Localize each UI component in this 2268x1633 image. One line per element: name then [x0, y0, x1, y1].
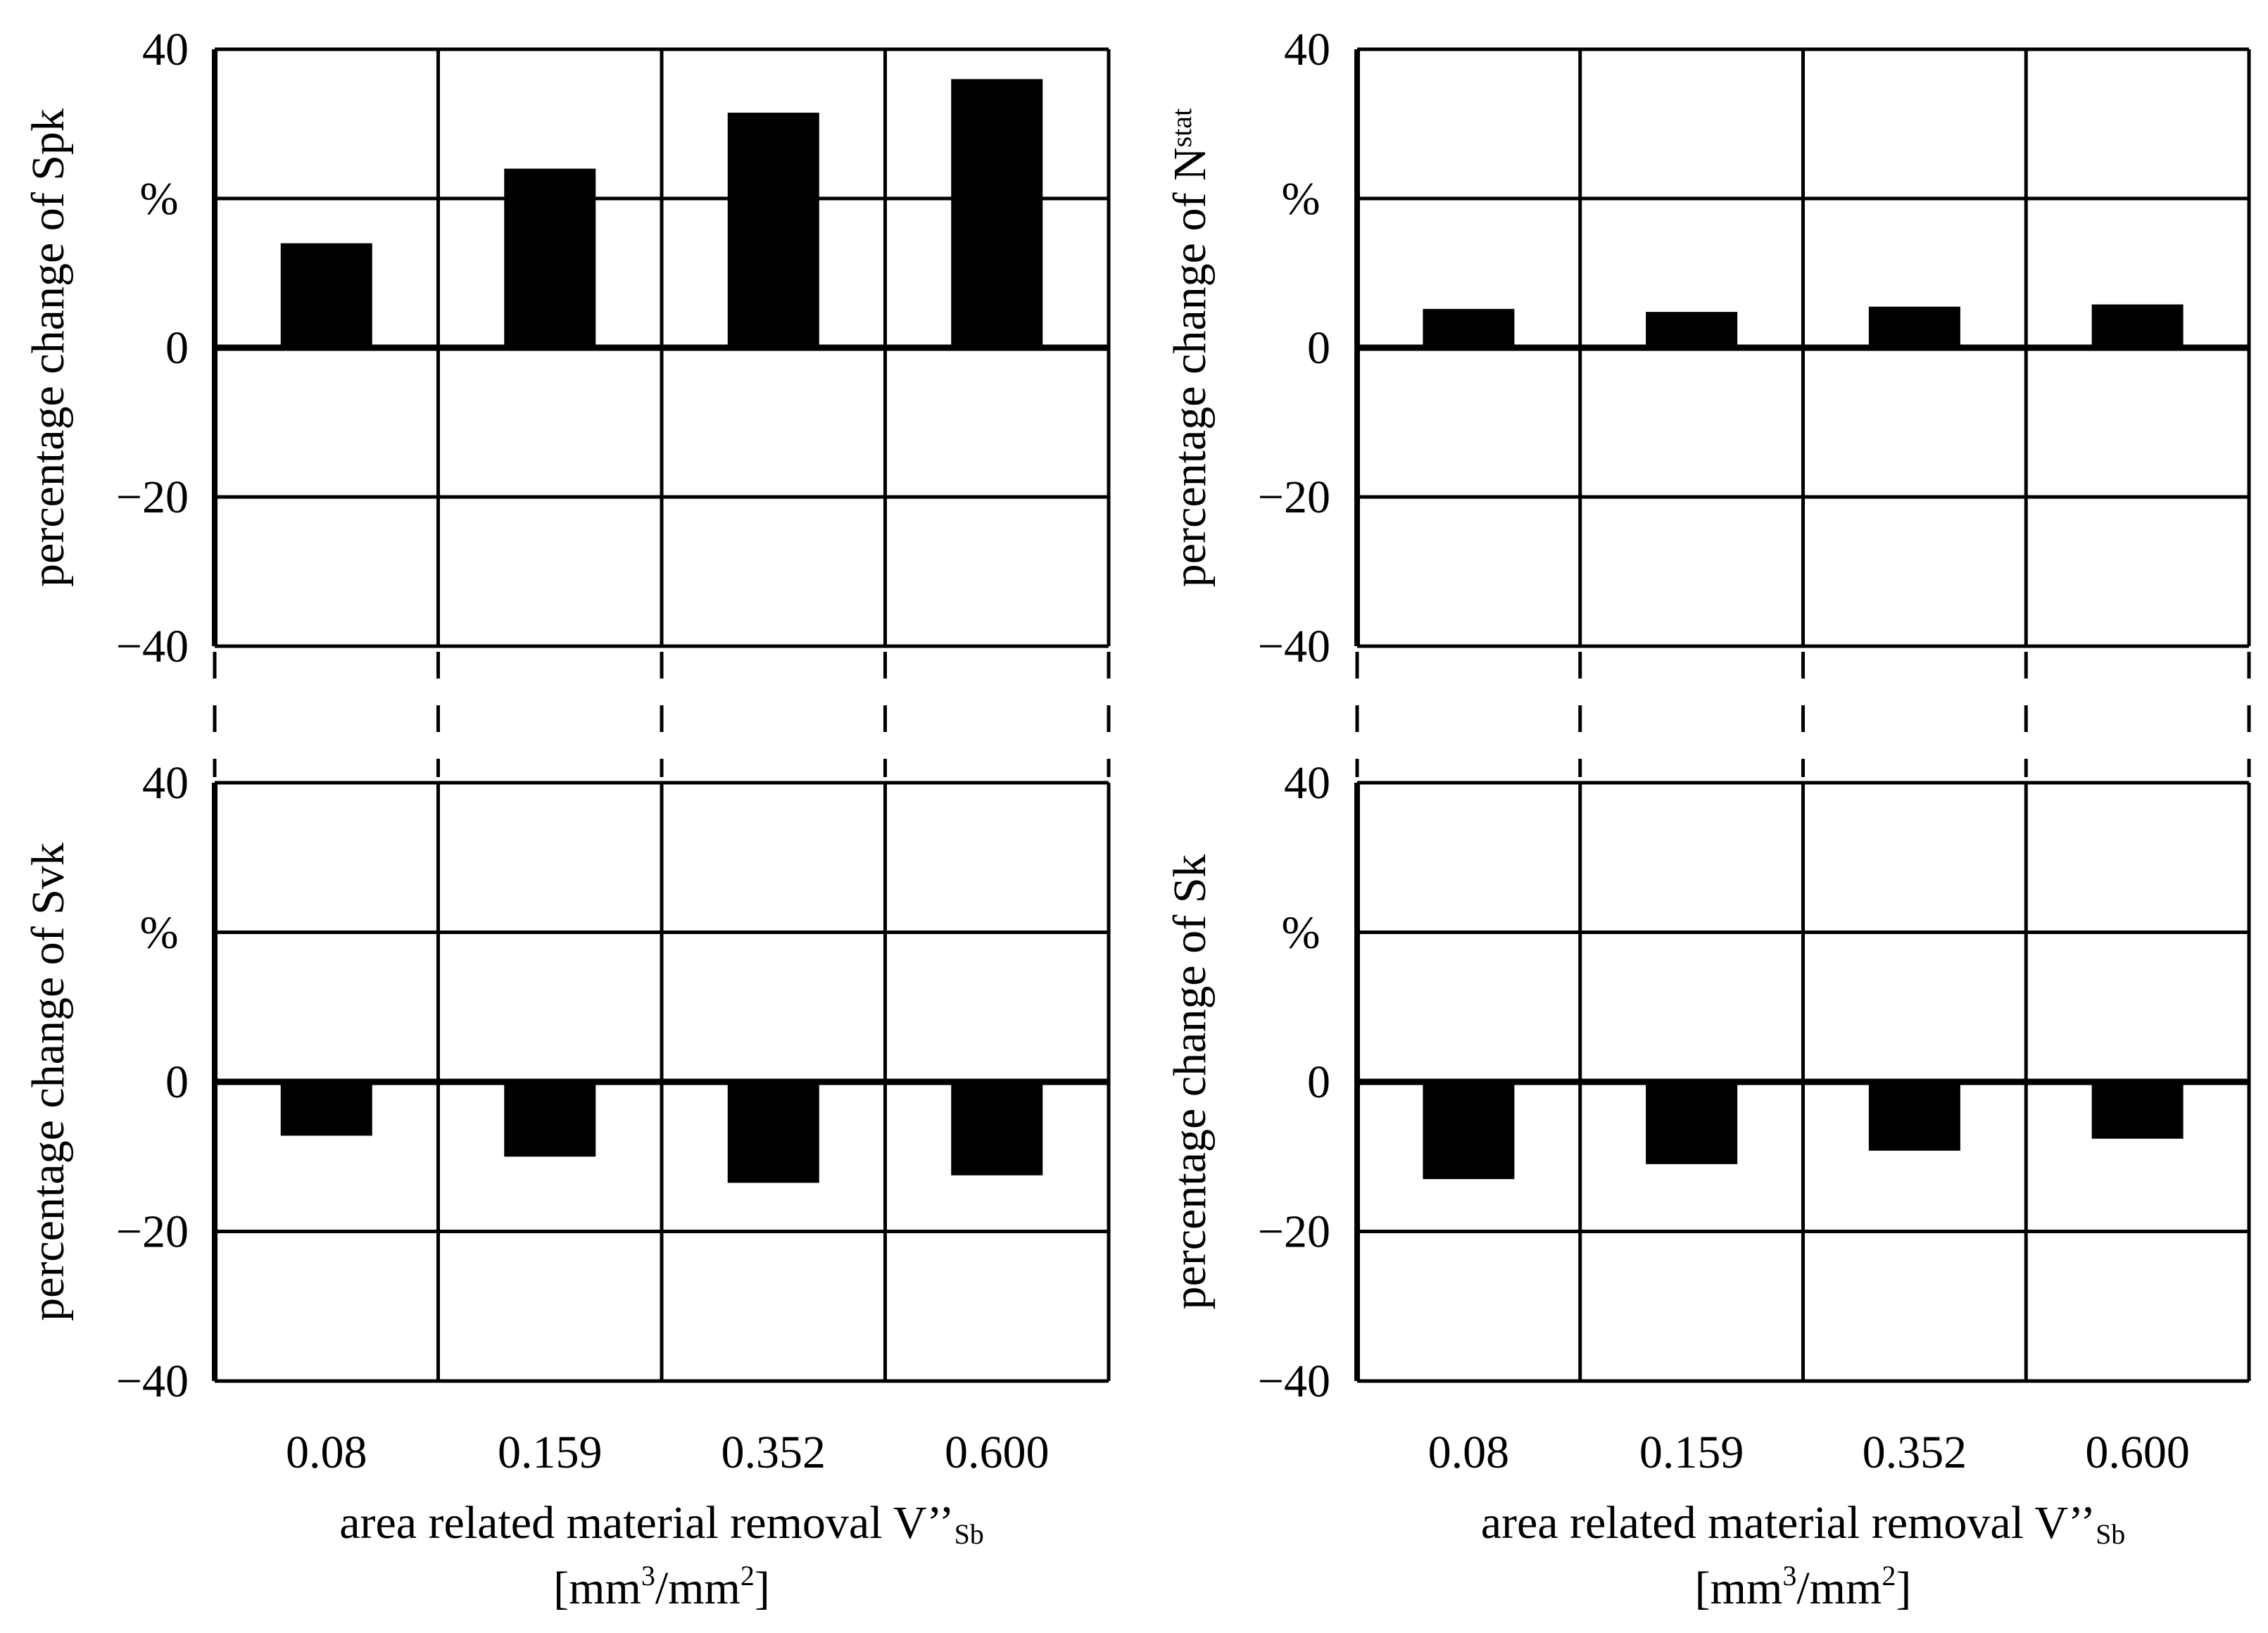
bar-0.352	[727, 1082, 819, 1183]
x-category-label: 0.08	[1428, 1427, 1510, 1478]
y-axis-title-main: percentage change of Spk	[23, 108, 74, 587]
x-unit-sup2: 2	[1882, 1560, 1896, 1591]
x-unit-close: ]	[755, 1563, 770, 1614]
y-tick-label: −20	[116, 1206, 189, 1258]
bar-0.352	[727, 113, 819, 348]
panel-connectors	[213, 652, 2251, 777]
y-tick-label: 0	[165, 1057, 189, 1108]
y-tick-label: −20	[116, 472, 189, 523]
bar-0.600	[2091, 304, 2184, 348]
x-category-label: 0.352	[1863, 1427, 1967, 1478]
y-axis-title-main: percentage change of N	[1164, 147, 1216, 587]
y-axis-title-subscript: stat	[1166, 108, 1197, 148]
x-category-label: 0.08	[286, 1427, 367, 1478]
x-axis-title-main: area related material removal V’’	[1481, 1497, 2096, 1549]
y-axis-title-main: percentage change of Svk	[23, 843, 74, 1321]
x-category-label: 0.159	[498, 1427, 603, 1478]
y-tick-label: −40	[116, 1356, 189, 1407]
y-tick-label: 0	[1307, 1057, 1330, 1108]
chart-panel-top-left: 40 0 −20 −40% percentage change of Spk	[23, 24, 1111, 672]
x-axis-title-line1: area related material removal V’’Sb	[339, 1497, 984, 1550]
bar-0.08	[280, 1082, 372, 1136]
x-category-label: 0.159	[1639, 1427, 1744, 1478]
bar-0.08	[1423, 308, 1515, 348]
x-category-label: 0.600	[2085, 1427, 2190, 1478]
y-tick-label: −20	[1258, 472, 1330, 523]
y-axis-title: percentage change of Sk	[1164, 855, 1216, 1310]
bar-0.159	[1646, 1082, 1738, 1164]
y-axis-title-main: percentage change of Sk	[1164, 855, 1216, 1310]
bar-0.08	[1423, 1082, 1515, 1180]
y-unit-label: %	[140, 907, 179, 959]
y-tick-label: 40	[142, 24, 189, 75]
x-category-label: 0.600	[945, 1427, 1050, 1478]
y-tick-label: −20	[1258, 1206, 1330, 1258]
x-axis-title-subscript: Sb	[955, 1518, 984, 1550]
y-axis-title: percentage change of Svk	[23, 843, 74, 1321]
bar-0.600	[951, 79, 1043, 348]
x-axis-title-line2: [mm3/mm2]	[553, 1560, 770, 1614]
x-unit-sup1: 3	[641, 1560, 655, 1591]
x-unit-sup2: 2	[741, 1560, 755, 1591]
chart-panel-top-right: 40 0 −20 −40% percentage change of Nstat	[1164, 24, 2251, 672]
x-unit-mid: /mm	[1796, 1563, 1882, 1614]
y-axis-title: percentage change of Nstat	[1164, 108, 1216, 587]
x-category-label: 0.352	[722, 1427, 826, 1478]
panels: 40 0 −20 −40% percentage change of Spk 40 0 −20…	[23, 24, 2251, 1478]
y-unit-label: %	[140, 173, 179, 225]
x-axis-title-subscript: Sb	[2096, 1518, 2125, 1550]
x-axis-title-line2: [mm3/mm2]	[1695, 1560, 1912, 1614]
x-unit-close: ]	[1896, 1563, 1911, 1614]
x-unit-open: [mm	[1695, 1563, 1783, 1614]
y-tick-label: −40	[1258, 1356, 1330, 1407]
bar-0.600	[951, 1082, 1043, 1175]
x-axis-title-main: area related material removal V’’	[339, 1497, 954, 1549]
bar-0.159	[1646, 312, 1738, 348]
y-unit-label: %	[1282, 907, 1321, 959]
bar-0.159	[504, 168, 596, 348]
bar-0.159	[504, 1082, 596, 1157]
x-axis-title-line1: area related material removal V’’Sb	[1481, 1497, 2126, 1550]
y-tick-label: 0	[165, 322, 189, 374]
x-axis-labels: area related material removal V’’Sb[mm3/…	[339, 1497, 2125, 1614]
bar-0.08	[280, 243, 372, 348]
chart-panel-bottom-right: 40 0 −20 −40% percentage change of Sk 0.08 0.1…	[1164, 757, 2251, 1478]
bar-0.600	[2091, 1082, 2184, 1139]
y-tick-label: −40	[116, 621, 189, 672]
y-tick-label: −40	[1258, 621, 1330, 672]
y-tick-label: 0	[1307, 322, 1330, 374]
y-unit-label: %	[1282, 173, 1321, 225]
y-tick-label: 40	[142, 757, 189, 809]
y-tick-label: 40	[1284, 757, 1330, 809]
x-unit-mid: /mm	[655, 1563, 741, 1614]
bar-0.352	[1868, 306, 1960, 348]
chart-panel-bottom-left: 40 0 −20 −40% percentage change of Svk 0.08 0.…	[23, 757, 1111, 1478]
y-tick-label: 40	[1284, 24, 1330, 75]
x-unit-sup1: 3	[1782, 1560, 1796, 1591]
bar-0.352	[1868, 1082, 1960, 1151]
x-unit-open: [mm	[553, 1563, 641, 1614]
y-axis-title: percentage change of Spk	[23, 108, 74, 587]
